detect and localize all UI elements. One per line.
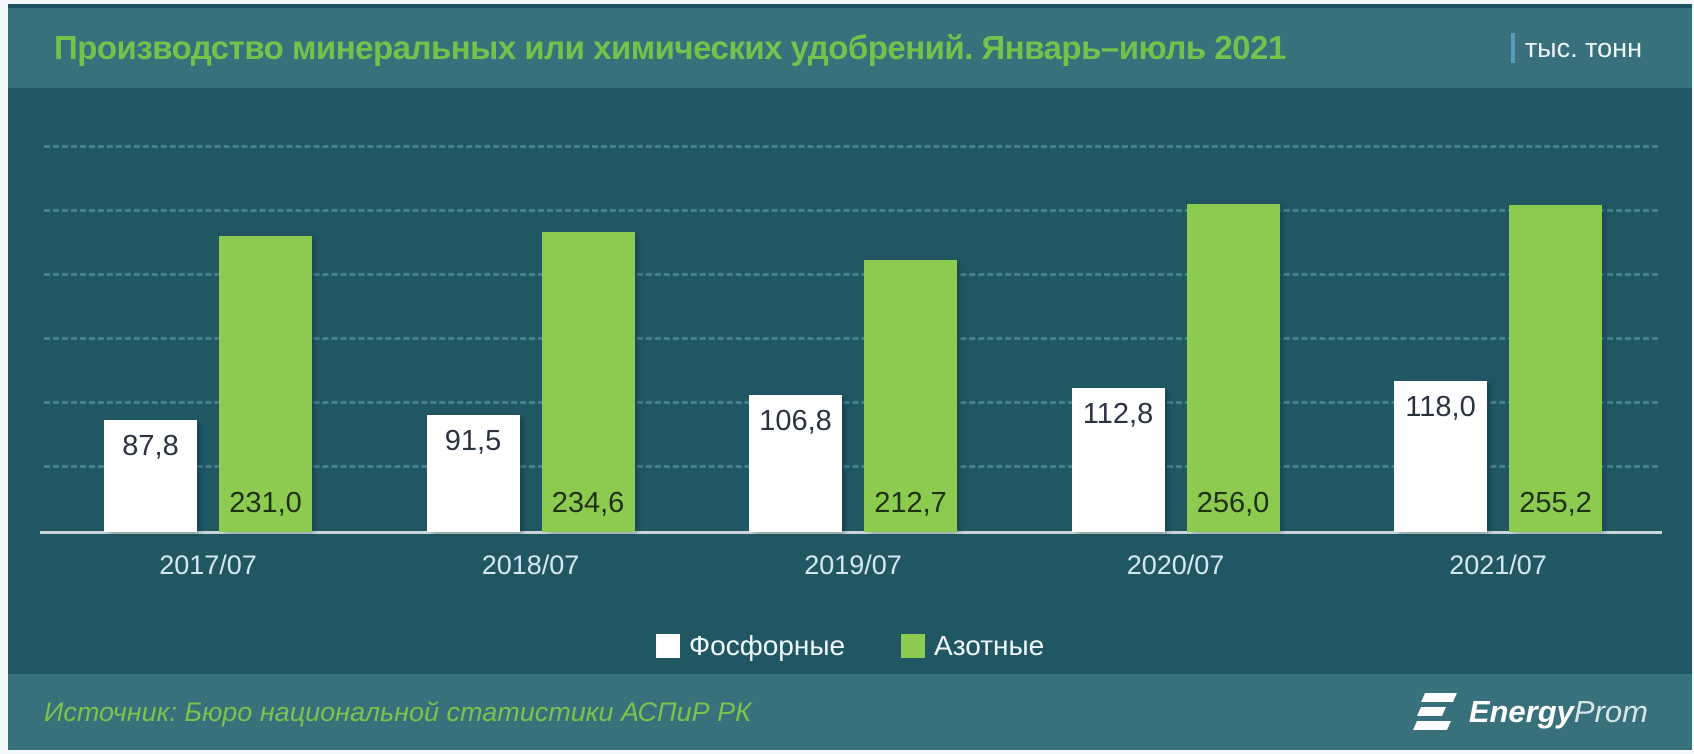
bar-азотные-2019-07: 212,7 — [864, 260, 957, 532]
x-axis-label-2019-07: 2019/07 — [804, 550, 902, 580]
chart-region: 87,8 231,0 2017/07 91,5 234,6 2018/07 106,8 212… — [40, 88, 1662, 580]
x-axis-label-2021-07: 2021/07 — [1449, 550, 1547, 580]
bar-фосфорные-2017-07: 87,8 — [104, 420, 197, 532]
bar-group-2019-07: 106,8 212,7 2019/07 — [749, 260, 957, 580]
bar-group-2020-07: 112,8 256,0 2020/07 — [1071, 204, 1280, 580]
bar-фосфорные-2018-07: 91,5 — [426, 415, 520, 532]
logo-text: EnergyProm — [1469, 694, 1648, 730]
chart-footer: Источник: Бюро национальной статистики А… — [8, 674, 1692, 750]
bar-group-2018-07: 91,5 234,6 2018/07 — [426, 232, 635, 580]
plot-area: 87,8 231,0 2017/07 91,5 234,6 2018/07 106,8 212… — [8, 88, 1692, 674]
bar-азотные-2017-07: 231,0 — [219, 236, 312, 532]
gridline-50 — [44, 465, 1658, 468]
gridline-300 — [44, 145, 1658, 148]
bar-азотные-2018-07: 234,6 — [541, 232, 635, 532]
legend: Фосфорные Азотные — [8, 630, 1692, 662]
legend-label: Фосфорные — [688, 630, 846, 661]
bar-фосфорные-2020-07: 112,8 — [1071, 388, 1165, 532]
x-axis-label-2017-07: 2017/07 — [159, 550, 257, 580]
gridline-100 — [44, 401, 1658, 404]
legend-item-азотные: Азотные — [901, 630, 1044, 662]
chart-panel: Производство минеральных или химических … — [8, 4, 1692, 750]
gridline-200 — [44, 273, 1658, 276]
bar-азотные-2020-07: 256,0 — [1186, 204, 1280, 532]
energyprom-logo: EnergyProm — [1412, 690, 1648, 734]
chart-header: Производство минеральных или химических … — [8, 8, 1692, 88]
bar-value-label: 231,0 — [229, 487, 302, 519]
legend-swatch — [901, 634, 926, 658]
bar-value-label: 87,8 — [122, 430, 179, 462]
bar-value-label: 118,0 — [1405, 391, 1476, 423]
bar-value-label: 256,0 — [1196, 487, 1270, 519]
gridline-150 — [44, 337, 1658, 340]
bar-фосфорные-2019-07: 106,8 — [749, 395, 842, 532]
x-axis-label-2018-07: 2018/07 — [481, 550, 580, 580]
bar-group-2021-07: 118,0 255,2 2021/07 — [1394, 205, 1602, 580]
bar-value-label: 234,6 — [551, 487, 625, 519]
unit-label: тыс. тонн — [1510, 33, 1642, 63]
chart-title: Производство минеральных или химических … — [54, 29, 1286, 66]
logo-text-energy: Energy — [1468, 694, 1574, 729]
bar-азотные-2021-07: 255,2 — [1509, 205, 1602, 532]
bar-value-label: 106,8 — [759, 405, 832, 437]
gridline-250 — [44, 209, 1658, 212]
logo-text-prom: Prom — [1573, 694, 1648, 729]
bar-фосфорные-2021-07: 118,0 — [1394, 381, 1487, 532]
bar-value-label: 91,5 — [444, 425, 502, 457]
energyprom-icon — [1412, 690, 1457, 734]
bar-value-label: 112,8 — [1082, 398, 1154, 430]
x-axis-label-2020-07: 2020/07 — [1126, 550, 1225, 580]
legend-label: Азотные — [934, 630, 1045, 661]
x-axis-line — [40, 531, 1662, 534]
bar-group-2017-07: 87,8 231,0 2017/07 — [104, 236, 312, 580]
legend-swatch — [655, 634, 680, 658]
bar-value-label: 212,7 — [874, 487, 947, 519]
bar-value-label: 255,2 — [1519, 487, 1592, 519]
legend-item-фосфорные: Фосфорные — [655, 630, 846, 662]
source-text: Источник: Бюро национальной статистики А… — [44, 696, 752, 727]
bar-groups: 87,8 231,0 2017/07 91,5 234,6 2018/07 106,8 212… — [44, 88, 1658, 580]
